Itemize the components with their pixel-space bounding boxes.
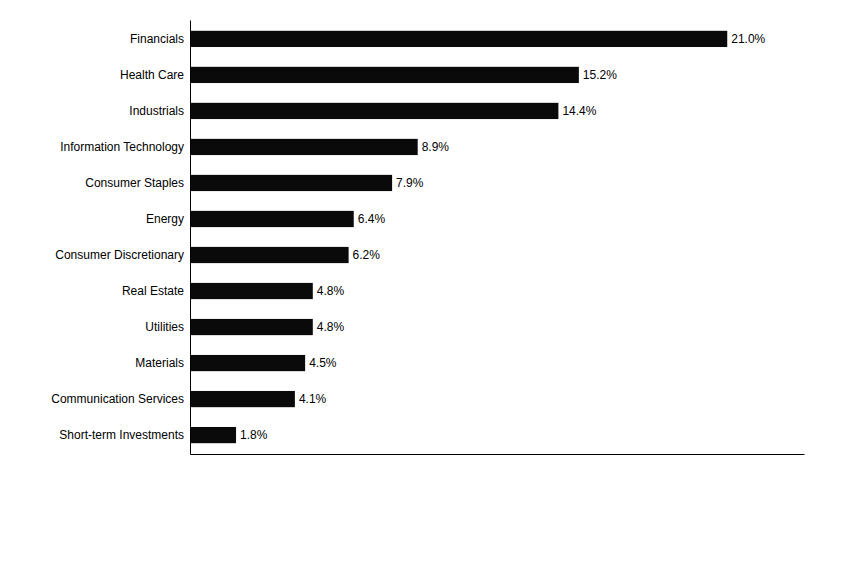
y-tick: Information Technology	[60, 140, 184, 154]
data-label: 15.2%	[583, 68, 617, 82]
bar	[190, 211, 354, 227]
data-label: 6.4%	[358, 212, 386, 226]
bar	[190, 427, 236, 443]
data-label: 6.2%	[353, 248, 381, 262]
y-tick-label: Industrials	[129, 104, 184, 118]
y-tick-label: Financials	[130, 32, 184, 46]
y-tick: Consumer Staples	[85, 176, 184, 190]
y-tick: Materials	[135, 356, 184, 370]
data-label: 21.0%	[731, 32, 765, 46]
data-label: 4.5%	[309, 356, 337, 370]
bar	[190, 103, 558, 119]
y-tick: Real Estate	[122, 284, 184, 298]
y-tick-label: Materials	[135, 356, 184, 370]
data-label: 8.9%	[422, 140, 450, 154]
data-label: 4.8%	[317, 284, 345, 298]
chart: Short-term Investments Communication Serv…	[0, 0, 864, 564]
bar	[190, 139, 418, 155]
y-tick-label: Consumer Discretionary	[55, 248, 184, 262]
y-tick: Health Care	[120, 68, 184, 82]
data-label: 1.8%	[240, 428, 268, 442]
data-label: 4.8%	[317, 320, 345, 334]
data-labels: 1.8% 4.1% 4.5% 4.8% 4.8% 6.2% 6.4% 7.9% 8.9% 14.4…	[240, 32, 766, 442]
y-tick: Industrials	[129, 104, 184, 118]
y-tick: Financials	[130, 32, 184, 46]
bars	[190, 31, 727, 443]
y-tick: Utilities	[145, 320, 184, 334]
bar	[190, 67, 579, 83]
y-tick: Short-term Investments	[59, 428, 184, 442]
bar	[190, 31, 727, 47]
y-tick-label: Short-term Investments	[59, 428, 184, 442]
x-axis-line	[191, 454, 805, 455]
bar	[190, 355, 305, 371]
y-tick: Energy	[146, 212, 184, 226]
y-tick-label: Real Estate	[122, 284, 184, 298]
y-axis: Short-term Investments Communication Serv…	[51, 21, 190, 455]
bar	[190, 319, 313, 335]
bar	[190, 391, 295, 407]
y-tick-label: Consumer Staples	[85, 176, 184, 190]
y-tick: Consumer Discretionary	[55, 248, 184, 262]
bar	[190, 247, 349, 263]
y-tick-label: Health Care	[120, 68, 184, 82]
y-tick-label: Energy	[146, 212, 184, 226]
data-label: 14.4%	[562, 104, 596, 118]
y-tick: Communication Services	[51, 392, 184, 406]
y-tick-label: Utilities	[145, 320, 184, 334]
data-label: 7.9%	[396, 176, 424, 190]
plot-area: Short-term Investments Communication Serv…	[51, 21, 804, 455]
y-axis-line	[190, 21, 191, 455]
x-axis	[191, 454, 805, 455]
bar	[190, 283, 313, 299]
data-label: 4.1%	[299, 392, 327, 406]
y-tick-label: Communication Services	[51, 392, 184, 406]
y-tick-label: Information Technology	[60, 140, 184, 154]
bar	[190, 175, 392, 191]
